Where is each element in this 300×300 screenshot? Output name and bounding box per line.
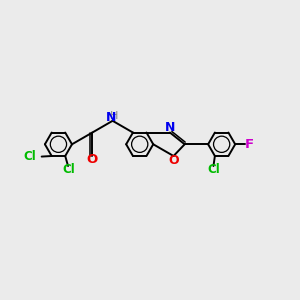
Text: H: H	[110, 111, 118, 121]
Text: N: N	[106, 111, 116, 124]
Text: Cl: Cl	[24, 150, 37, 163]
Text: O: O	[168, 154, 179, 167]
Text: F: F	[245, 138, 254, 151]
Text: N: N	[165, 121, 175, 134]
Text: O: O	[87, 153, 98, 166]
Text: Cl: Cl	[207, 163, 220, 176]
Text: Cl: Cl	[62, 163, 75, 176]
